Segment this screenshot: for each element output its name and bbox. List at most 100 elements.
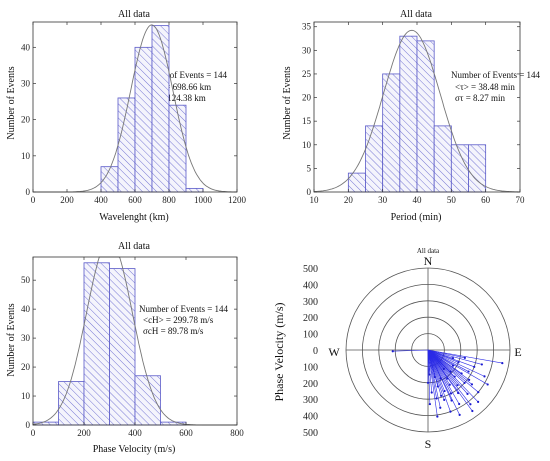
velocity-point-32 [449, 370, 452, 373]
velocity-xtick-label-0: 0 [31, 428, 36, 438]
velocity-vector-4 [427, 349, 485, 377]
wavelength-bar-4 [168, 104, 187, 193]
velocity-vector-28 [427, 349, 431, 405]
wavelength-bar-5 [185, 187, 204, 193]
period-bar-6 [450, 144, 469, 193]
wavelength-title: All data [118, 9, 150, 20]
velocity-vector-41 [427, 349, 442, 396]
polar-rtick-top-0: 500 [303, 264, 318, 275]
velocity-ytick-label-3: 30 [21, 333, 31, 343]
velocity-point-42 [468, 378, 471, 381]
velocity-bar-2 [83, 262, 110, 426]
velocity-ytick-label-2: 20 [21, 362, 31, 372]
wavelength-ytick-label-2: 20 [21, 115, 31, 125]
velocity-ytick-label-0: 0 [26, 420, 31, 430]
velocity-bar-3 [109, 268, 136, 426]
period-ylabel: Number of Events [282, 66, 293, 139]
velocity-point-2 [480, 363, 483, 366]
velocity-point-40 [471, 409, 474, 413]
velocity-bar-4 [134, 375, 161, 426]
period-bar-2 [382, 73, 401, 193]
polar-rtick-bottom-3: 400 [303, 412, 318, 423]
polar-rtick-bottom-0: 100 [303, 362, 318, 373]
compass-north: N [424, 254, 433, 268]
velocity-point-38 [442, 367, 445, 370]
velocity-vector-2 [427, 349, 482, 365]
wavelength-xtick-label-5: 1000 [194, 195, 213, 205]
velocity-bar-1 [58, 381, 85, 426]
velocity-vector-37 [427, 349, 454, 359]
velocity-point-6 [486, 383, 489, 386]
velocity-xtick-label-3: 600 [179, 428, 193, 438]
wavelength-ytick-label-0: 0 [26, 187, 31, 197]
period-ytick-label-7: 35 [302, 22, 312, 32]
velocity-vector-24 [427, 349, 441, 408]
period-ytick-label-1: 5 [307, 163, 312, 173]
velocity-vector-21 [427, 349, 451, 412]
period-xtick-label-3: 40 [413, 195, 423, 205]
velocity-vector-1 [427, 349, 503, 364]
velocity-histogram: All data Number of Events Phase Velocity… [6, 241, 244, 455]
period-annotation-sigma: στ = 8.27 min [455, 93, 506, 103]
velocity-annotation-count: Number of Events = 144 [139, 304, 229, 314]
velocity-xtick-label-1: 200 [77, 428, 91, 438]
velocity-point-17 [458, 402, 461, 406]
velocity-vector-6 [427, 349, 488, 385]
velocity-ytick-label-1: 10 [21, 391, 31, 401]
polar-rtick-top-5: 0 [313, 346, 318, 357]
wavelength-bar-3 [151, 25, 170, 193]
polar-rtick-top-2: 300 [303, 297, 318, 308]
velocity-annotation-mean: <cH> = 299.78 m/s [143, 315, 214, 325]
velocity-point-20 [443, 389, 446, 393]
velocity-point-29 [426, 381, 430, 384]
polar-rtick-top-1: 400 [303, 280, 318, 291]
velocity-vector-22 [427, 349, 445, 401]
wavelength-xtick-label-2: 400 [94, 195, 108, 205]
velocity-point-44 [428, 373, 431, 376]
velocity-point-9 [477, 391, 480, 394]
velocity-point-43 [477, 400, 480, 404]
period-bar-1 [365, 125, 384, 193]
velocity-point-14 [469, 403, 472, 406]
velocity-point-10 [463, 381, 466, 385]
polar-rtick-bottom-4: 500 [303, 428, 318, 439]
period-histogram: All data Number of Events Period (min) N… [282, 9, 541, 223]
polar-rtick-top-4: 100 [303, 330, 318, 341]
compass-west: W [328, 345, 340, 359]
period-bar-3 [399, 35, 418, 193]
velocity-point-27 [430, 391, 433, 394]
wavelength-ylabel: Number of Events [6, 66, 17, 139]
velocity-point-41 [440, 394, 443, 397]
period-annotation-mean: <τ> = 38.48 min [455, 82, 515, 92]
velocity-point-24 [439, 406, 442, 409]
wavelength-xtick-label-0: 0 [31, 195, 36, 205]
velocity-vector-39 [427, 349, 460, 415]
velocity-point-30 [457, 361, 460, 364]
velocity-point-16 [448, 383, 451, 386]
wavelength-annotation-sigma: σλH = 124.38 km [142, 93, 206, 103]
velocity-vector-42 [427, 349, 470, 381]
velocity-point-31 [451, 364, 455, 367]
wavelength-ytick-label-3: 30 [21, 78, 31, 88]
velocity-point-37 [451, 357, 455, 360]
polar-plot: All data Phase Velocity (m/s) N S E W 50… [272, 247, 522, 451]
velocity-vector-44 [427, 349, 431, 375]
period-xtick-label-5: 60 [481, 195, 491, 205]
velocity-point-39 [458, 413, 461, 416]
period-ytick-label-2: 10 [302, 140, 312, 150]
velocity-xlabel: Phase Velocity (m/s) [93, 444, 176, 455]
velocity-point-36 [463, 356, 466, 359]
period-ytick-label-3: 15 [302, 116, 312, 126]
velocity-point-5 [467, 370, 470, 373]
wavelength-ytick-label-1: 10 [21, 151, 31, 161]
velocity-point-1 [501, 362, 504, 365]
velocity-vector-26 [427, 349, 438, 417]
period-ytick-label-5: 25 [302, 69, 312, 79]
velocity-point-13 [456, 384, 459, 387]
velocity-vector-8 [427, 349, 473, 385]
velocity-xtick-label-2: 400 [128, 428, 142, 438]
wavelength-xtick-label-1: 200 [60, 195, 74, 205]
wavelength-xtick-label-4: 800 [162, 195, 176, 205]
period-xtick-label-0: 10 [310, 195, 320, 205]
wavelength-histogram: All data Number of Events Wavelenght (km… [6, 9, 247, 223]
